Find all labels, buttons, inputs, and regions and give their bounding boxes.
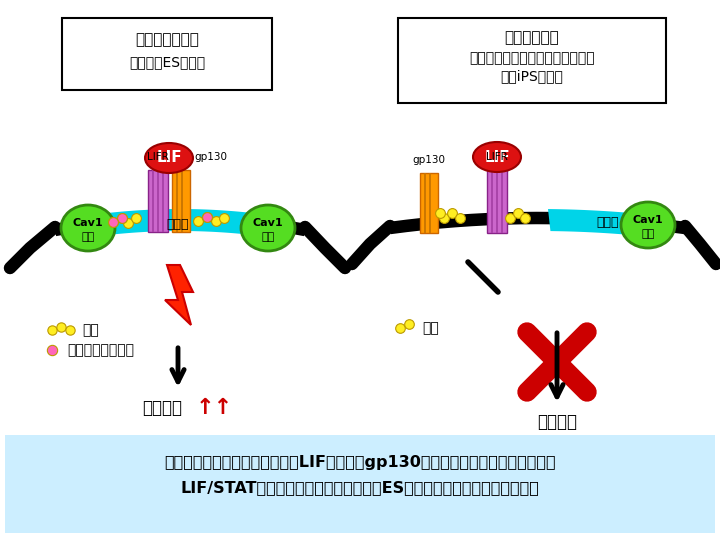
Bar [181,170,183,232]
Point [192,217,204,225]
Text: 糖鎖: 糖鎖 [82,323,99,337]
Bar [176,170,178,232]
Text: ラフト: ラフト [597,215,619,228]
Bar [429,173,431,233]
Bar [172,170,190,232]
Bar [157,170,159,232]
Point [504,214,516,222]
Text: ラックダイナック糖鎖構造は、LIF受容体とgp130のラフトへの局在を安定化し、: ラックダイナック糖鎖構造は、LIF受容体とgp130のラフトへの局在を安定化し、 [164,455,556,469]
Ellipse shape [241,205,295,251]
Point [519,214,531,222]
Point [202,213,213,221]
Point [434,208,446,217]
Text: ナイーブな状態: ナイーブな状態 [135,32,199,48]
Text: 自己再生: 自己再生 [142,399,182,417]
Text: LIF/STATシグナルを増強して、マウスES細胞の自己再生に関わっている: LIF/STATシグナルを増強して、マウスES細胞の自己再生に関わっている [181,481,539,496]
Text: （マウスエピブラスト様幹細胞・: （マウスエピブラスト様幹細胞・ [469,51,595,65]
Point [446,208,458,217]
Point [438,214,450,222]
Bar [424,173,426,233]
Point [218,214,230,222]
Text: LIF: LIF [156,151,182,165]
Text: LIFR: LIFR [486,152,508,162]
Point [116,214,127,222]
Bar [491,170,493,233]
Polygon shape [165,265,193,325]
Point [395,323,406,332]
Text: Cav1: Cav1 [253,218,283,228]
Bar [398,18,666,103]
Point [202,213,213,221]
PathPatch shape [548,209,668,239]
Text: gp130: gp130 [413,155,446,165]
Bar [496,170,498,233]
Point [46,346,58,354]
Text: Cav1: Cav1 [73,218,103,228]
PathPatch shape [108,209,248,235]
Point [55,323,67,332]
Text: など: など [261,232,274,242]
Bar [501,170,503,233]
Bar [162,170,164,232]
Text: （マウスES細胞）: （マウスES細胞） [129,55,205,69]
Text: gp130: gp130 [194,152,227,162]
Ellipse shape [145,143,193,173]
Ellipse shape [473,142,521,172]
Bar [148,170,168,232]
Bar [487,170,507,233]
Point [454,214,466,222]
Text: ヒトiPS細胞）: ヒトiPS細胞） [500,69,564,83]
Point [210,217,222,225]
Text: LIFR: LIFR [147,152,169,162]
Text: など: など [81,232,94,242]
Point [116,214,127,222]
Text: 自己再生: 自己再生 [537,413,577,431]
Text: Cav1: Cav1 [633,215,663,225]
Point [130,214,142,222]
Point [107,218,119,226]
Bar [5,435,715,533]
Bar [420,173,438,233]
Point [46,326,58,334]
Point [64,326,76,334]
Text: LIF: LIF [484,150,510,165]
Text: 糖鎖: 糖鎖 [422,321,438,335]
Point [512,208,523,217]
Text: プライム状態: プライム状態 [505,30,559,45]
Ellipse shape [61,205,115,251]
Point [122,219,134,227]
Point [403,320,415,328]
Bar [62,18,272,90]
Text: ラックダイナック: ラックダイナック [67,343,134,357]
Ellipse shape [621,202,675,248]
Bar [152,170,154,232]
Text: など: など [642,229,654,239]
Text: ラフト: ラフト [167,218,189,231]
Point [107,218,119,226]
Text: ↑↑: ↑↑ [195,398,233,418]
